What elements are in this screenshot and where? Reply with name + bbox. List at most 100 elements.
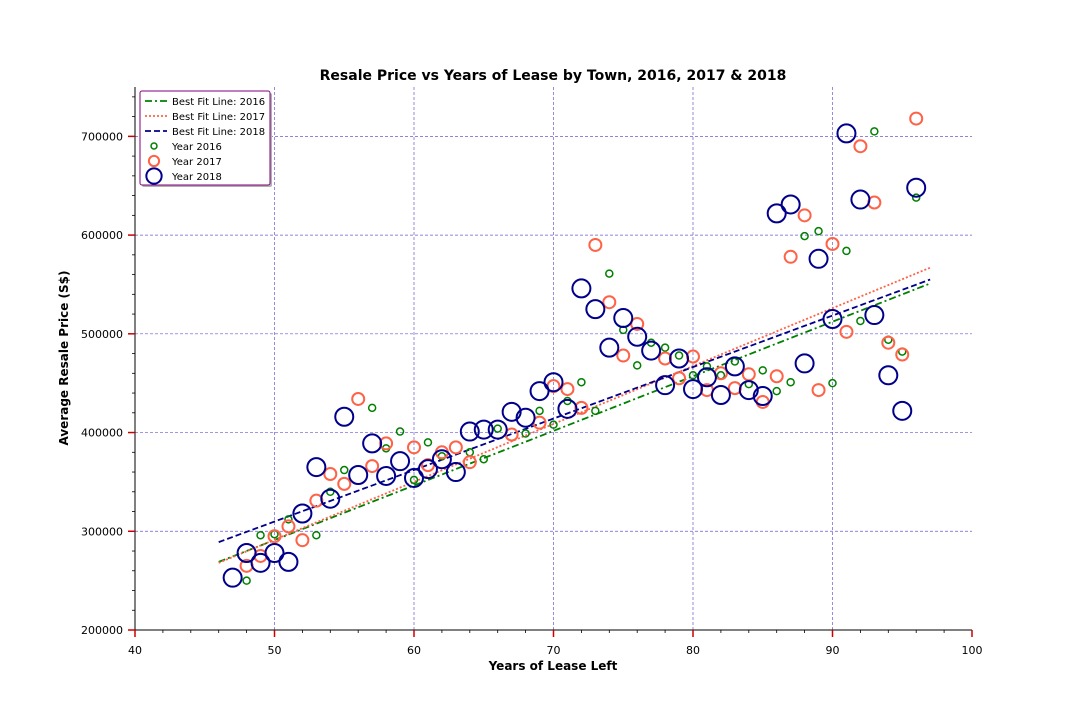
- data-point-series-1: [493, 424, 502, 433]
- data-point-series-1: [577, 377, 586, 387]
- data-point-series-1: [479, 454, 488, 464]
- data-point-series-2: [407, 440, 421, 455]
- data-point-series-1: [242, 576, 251, 585]
- data-point-series-3: [794, 353, 815, 374]
- x-tick-label: 90: [826, 644, 840, 657]
- best-fit-line-3: [218, 278, 931, 543]
- data-point-series-2: [909, 111, 924, 126]
- legend-label: Best Fit Line: 2016: [172, 97, 265, 108]
- tick-labels: 40 50 60 70 80 90 100 200000 300000 400000 500000 6…: [81, 130, 983, 657]
- data-point-series-3: [431, 449, 452, 470]
- data-point-series-3: [557, 398, 578, 419]
- data-point-series-3: [627, 326, 648, 347]
- data-point-series-1: [842, 246, 851, 256]
- y-tick-label: 200000: [81, 624, 123, 637]
- data-point-series-1: [632, 361, 642, 370]
- data-point-series-3: [543, 372, 564, 393]
- data-point-series-3: [864, 305, 885, 326]
- data-point-series-1: [591, 406, 600, 416]
- data-point-series-2: [839, 324, 854, 339]
- data-point-series-1: [395, 427, 405, 436]
- x-tick-label: 50: [268, 644, 282, 657]
- legend-marker-swatch: [150, 142, 158, 150]
- data-point-series-2: [783, 249, 798, 264]
- data-points: [222, 111, 927, 588]
- data-point-series-3: [738, 380, 759, 401]
- legend-marker-swatch: [145, 167, 163, 185]
- data-point-series-2: [379, 436, 394, 451]
- data-point-series-1: [702, 362, 712, 371]
- data-point-series-3: [683, 379, 703, 400]
- data-point-series-3: [599, 337, 620, 358]
- data-point-series-1: [828, 378, 837, 388]
- data-point-series-3: [292, 503, 313, 524]
- data-point-series-2: [811, 383, 826, 398]
- y-tick-label: 600000: [81, 229, 123, 242]
- data-point-series-1: [521, 429, 530, 438]
- data-point-series-3: [766, 203, 787, 224]
- data-point-series-1: [688, 371, 698, 380]
- legend-label: Best Fit Line: 2017: [172, 112, 265, 123]
- data-point-series-1: [549, 420, 558, 429]
- legend: Best Fit Line: 2016 Best Fit Line: 2017 Be…: [139, 90, 272, 187]
- data-point-series-2: [560, 382, 575, 397]
- data-point-series-2: [616, 348, 631, 363]
- axes: [128, 87, 973, 637]
- data-point-series-2: [658, 351, 673, 366]
- legend-label: Year 2017: [171, 157, 222, 168]
- data-point-series-1: [911, 193, 921, 202]
- data-point-series-3: [320, 488, 341, 509]
- data-point-series-1: [856, 316, 865, 326]
- data-point-series-2: [267, 529, 282, 544]
- data-point-series-1: [256, 530, 265, 540]
- data-point-series-1: [284, 515, 293, 524]
- data-point-series-3: [390, 451, 411, 472]
- chart-title: Resale Price vs Years of Lease by Town, …: [320, 68, 787, 84]
- data-point-series-3: [710, 385, 731, 406]
- y-tick-label: 300000: [81, 525, 123, 538]
- data-point-series-3: [836, 123, 857, 144]
- data-point-series-3: [752, 386, 773, 407]
- x-tick-label: 100: [962, 644, 983, 657]
- x-tick-label: 70: [547, 644, 561, 657]
- data-point-series-3: [417, 459, 438, 480]
- data-point-series-3: [334, 406, 355, 427]
- data-point-series-3: [780, 194, 801, 215]
- data-point-series-3: [585, 299, 606, 320]
- data-point-series-3: [529, 381, 550, 402]
- data-point-series-1: [800, 231, 809, 241]
- x-axis-label: Years of Lease Left: [488, 659, 618, 673]
- data-point-series-2: [853, 139, 868, 154]
- data-point-series-1: [772, 386, 781, 396]
- data-point-series-3: [362, 433, 383, 454]
- data-point-series-3: [892, 400, 913, 421]
- legend-label: Year 2016: [171, 142, 222, 153]
- data-point-series-2: [351, 391, 366, 406]
- data-point-series-3: [501, 401, 522, 422]
- data-point-series-3: [445, 462, 466, 483]
- data-point-series-3: [808, 248, 829, 269]
- x-tick-label: 80: [686, 644, 700, 657]
- data-point-series-1: [605, 269, 614, 278]
- data-point-series-3: [641, 340, 662, 361]
- data-point-series-3: [376, 465, 397, 486]
- data-point-series-2: [825, 236, 840, 251]
- data-point-series-3: [850, 189, 871, 210]
- legend-box: [139, 90, 271, 186]
- data-point-series-3: [655, 375, 676, 396]
- data-point-series-1: [340, 465, 349, 475]
- data-point-series-3: [264, 542, 285, 563]
- data-point-series-2: [448, 440, 463, 455]
- data-point-series-3: [696, 367, 717, 388]
- data-point-series-3: [404, 467, 424, 488]
- data-point-series-3: [348, 464, 369, 485]
- grid-lines: [135, 87, 972, 630]
- x-tick-label: 40: [128, 644, 142, 657]
- x-tick-label: 60: [407, 644, 421, 657]
- data-point-series-1: [326, 487, 335, 497]
- legend-marker-swatch: [147, 154, 161, 168]
- data-point-series-1: [409, 475, 419, 485]
- y-axis-label: Average Resale Price (S$): [57, 270, 71, 445]
- data-point-series-3: [306, 457, 327, 478]
